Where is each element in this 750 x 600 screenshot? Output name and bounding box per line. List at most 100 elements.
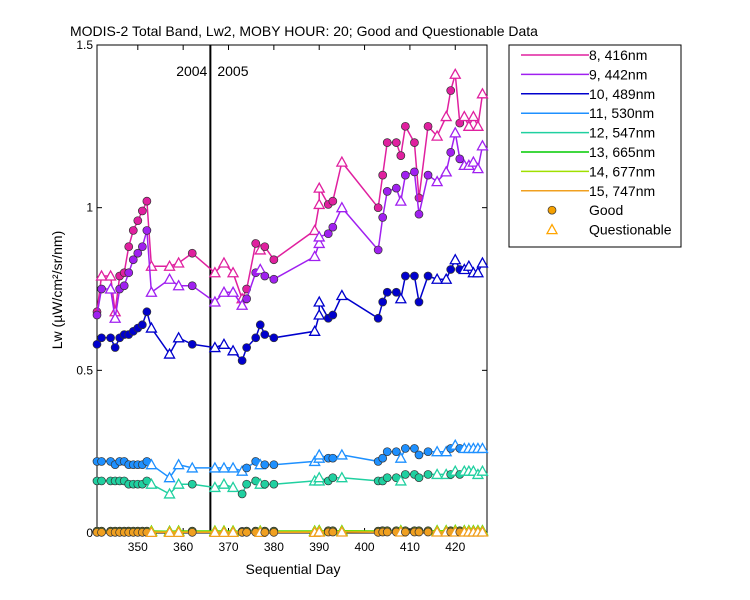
good-point — [446, 86, 456, 95]
questionable-point — [226, 481, 240, 493]
good-point — [423, 527, 433, 537]
legend-label: 13, 665nm — [589, 144, 655, 160]
good-point — [187, 527, 197, 537]
good-point — [269, 460, 279, 470]
good-point — [124, 268, 134, 278]
questionable-point — [104, 269, 117, 281]
good-point — [237, 489, 247, 499]
questionable-point — [217, 526, 231, 537]
good-point — [133, 216, 143, 226]
good-point — [269, 479, 279, 489]
questionable-point — [471, 266, 485, 278]
questionable-point — [431, 272, 444, 284]
good-point — [423, 170, 433, 180]
good-point — [410, 271, 419, 281]
x-tick-label: 410 — [400, 540, 420, 554]
questionable-point — [467, 110, 480, 122]
questionable-point — [313, 448, 326, 460]
questionable-point — [217, 477, 231, 489]
good-point — [142, 307, 152, 317]
questionable-point — [172, 526, 185, 537]
good-point — [446, 265, 456, 274]
good-point — [414, 209, 424, 219]
questionable-point — [476, 442, 489, 454]
good-point — [328, 473, 338, 483]
questionable-point — [476, 87, 489, 99]
questionable-point — [217, 256, 231, 268]
questionable-point — [313, 308, 326, 320]
questionable-point — [462, 259, 475, 271]
good-point — [187, 281, 197, 291]
good-point — [255, 320, 265, 330]
good-point — [260, 479, 270, 489]
questionable-point — [186, 461, 199, 473]
questionable-point — [476, 525, 489, 537]
questionable-point — [163, 526, 176, 537]
good-point — [396, 151, 406, 160]
questionable-point — [335, 471, 348, 483]
good-point — [414, 450, 424, 460]
questionable-point — [226, 461, 240, 473]
questionable-point — [458, 110, 471, 122]
questionable-point — [476, 464, 489, 476]
good-point — [110, 343, 120, 352]
good-point — [401, 470, 410, 479]
questionable-point — [308, 224, 321, 236]
legend-label: Questionable — [589, 222, 672, 238]
good-point — [455, 154, 465, 164]
good-point — [97, 284, 106, 294]
questionable-point — [313, 198, 326, 210]
good-point — [373, 245, 383, 255]
series-8 — [92, 525, 489, 537]
questionable-point — [449, 126, 462, 138]
questionable-point — [109, 311, 122, 323]
good-point — [97, 457, 106, 466]
good-point — [124, 242, 134, 252]
questionable-point — [394, 292, 407, 304]
x-tick-label: 420 — [445, 540, 465, 554]
questionable-point — [95, 269, 108, 281]
year-label-left: 2004 — [176, 63, 207, 79]
questionable-point — [226, 266, 240, 278]
questionable-point — [476, 139, 489, 151]
x-tick-label: 390 — [309, 540, 329, 554]
good-point — [137, 206, 147, 216]
questionable-point — [236, 298, 249, 310]
good-point — [391, 183, 401, 193]
legend-label: 10, 489nm — [589, 86, 655, 102]
questionable-point — [217, 337, 231, 349]
good-point — [378, 453, 388, 463]
good-point — [382, 473, 392, 483]
questionable-point — [163, 347, 176, 359]
questionable-point — [172, 256, 185, 268]
good-point — [401, 444, 410, 453]
good-point — [373, 313, 383, 323]
questionable-point — [104, 282, 117, 294]
good-point — [391, 447, 401, 457]
questionable-point — [440, 110, 453, 122]
legend-label: Good — [589, 202, 623, 218]
questionable-point — [226, 526, 240, 537]
good-point — [128, 226, 138, 235]
series-4 — [92, 438, 489, 483]
good-point — [187, 479, 197, 489]
good-point — [269, 527, 279, 537]
good-point — [269, 255, 279, 265]
questionable-point — [163, 272, 176, 284]
questionable-point — [172, 279, 185, 291]
good-point — [373, 203, 383, 213]
y-tick-label: 1 — [86, 201, 93, 215]
good-point — [187, 248, 197, 258]
good-point — [251, 333, 261, 343]
good-point — [382, 187, 392, 196]
legend-box — [508, 44, 682, 248]
good-point — [323, 229, 333, 239]
series-2 — [92, 126, 489, 323]
series-5 — [92, 464, 489, 499]
questionable-point — [145, 477, 158, 489]
good-point — [423, 121, 433, 131]
questionable-point — [431, 175, 444, 187]
plot-area: 0 0.5 1 1.5 350 360 370 380 390 400 410 420 — [76, 38, 489, 554]
questionable-point — [163, 259, 176, 271]
